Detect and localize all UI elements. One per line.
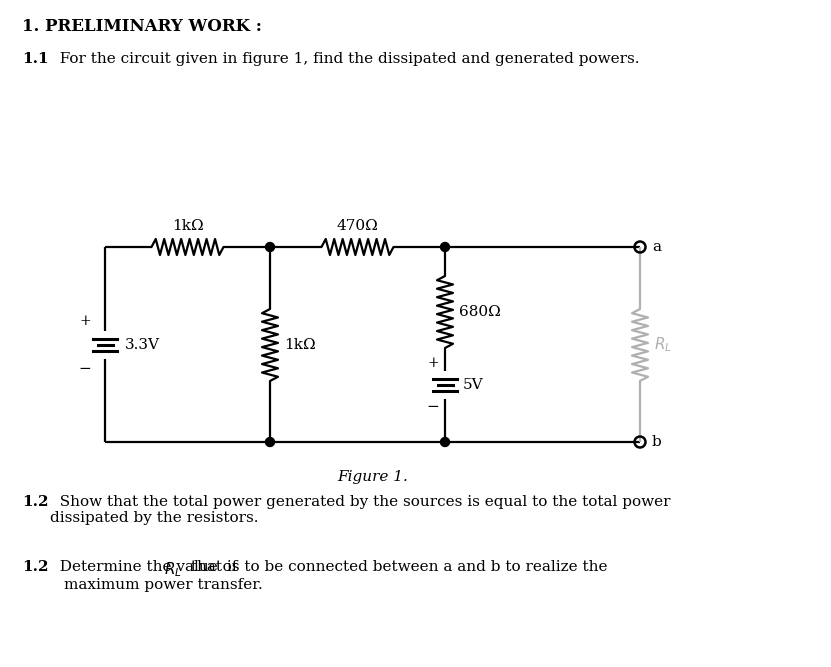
Text: +: + <box>427 356 439 370</box>
Text: 1.1: 1.1 <box>22 52 49 66</box>
Text: 1kΩ: 1kΩ <box>172 219 204 233</box>
Text: b: b <box>652 435 661 449</box>
Text: 1kΩ: 1kΩ <box>284 338 316 352</box>
Text: $R_L$: $R_L$ <box>654 336 672 354</box>
Text: −: − <box>426 400 440 414</box>
Text: Determine the value of: Determine the value of <box>50 560 243 574</box>
Text: maximum power transfer.: maximum power transfer. <box>64 578 263 592</box>
Text: 1.2: 1.2 <box>22 560 48 574</box>
Text: 5V: 5V <box>463 378 484 392</box>
Text: +: + <box>79 314 91 328</box>
Text: 3.3V: 3.3V <box>125 338 160 352</box>
Text: Figure 1.: Figure 1. <box>337 470 408 484</box>
Text: 470Ω: 470Ω <box>337 219 378 233</box>
Text: $R_L$: $R_L$ <box>164 560 182 579</box>
Text: that is to be connected between a and b to realize the: that is to be connected between a and b … <box>186 560 607 574</box>
Text: Show that the total power generated by the sources is equal to the total power
d: Show that the total power generated by t… <box>50 495 671 525</box>
Circle shape <box>265 438 274 446</box>
Text: 1.2: 1.2 <box>22 495 48 509</box>
Text: −: − <box>79 362 91 376</box>
Text: 680Ω: 680Ω <box>459 305 501 319</box>
Text: For the circuit given in figure 1, find the dissipated and generated powers.: For the circuit given in figure 1, find … <box>50 52 640 66</box>
Text: 1. PRELIMINARY WORK :: 1. PRELIMINARY WORK : <box>22 18 262 35</box>
Text: a: a <box>652 240 661 254</box>
Circle shape <box>440 438 450 446</box>
Circle shape <box>440 243 450 251</box>
Circle shape <box>265 243 274 251</box>
